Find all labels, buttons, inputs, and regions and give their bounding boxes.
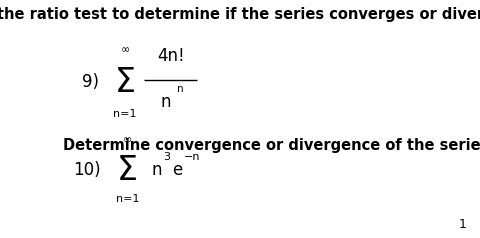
Text: 1: 1 — [458, 218, 466, 231]
Text: n: n — [176, 84, 183, 94]
Text: n=1: n=1 — [113, 109, 136, 119]
Text: n=1: n=1 — [116, 194, 139, 204]
Text: 10): 10) — [73, 161, 101, 179]
Text: 4n!: 4n! — [156, 47, 184, 65]
Text: Use the ratio test to determine if the series converges or diverges.: Use the ratio test to determine if the s… — [0, 7, 480, 22]
Text: 9): 9) — [82, 73, 98, 91]
Text: 3: 3 — [163, 152, 170, 162]
Text: −n: −n — [184, 152, 200, 162]
Text: e: e — [171, 161, 181, 179]
Text: Σ: Σ — [117, 154, 138, 187]
Text: ∞: ∞ — [122, 135, 132, 145]
Text: Σ: Σ — [114, 66, 135, 99]
Text: n: n — [151, 161, 162, 179]
Text: Determine convergence or divergence of the series.: Determine convergence or divergence of t… — [62, 138, 480, 153]
Text: n: n — [160, 93, 171, 111]
Text: ∞: ∞ — [120, 45, 130, 55]
